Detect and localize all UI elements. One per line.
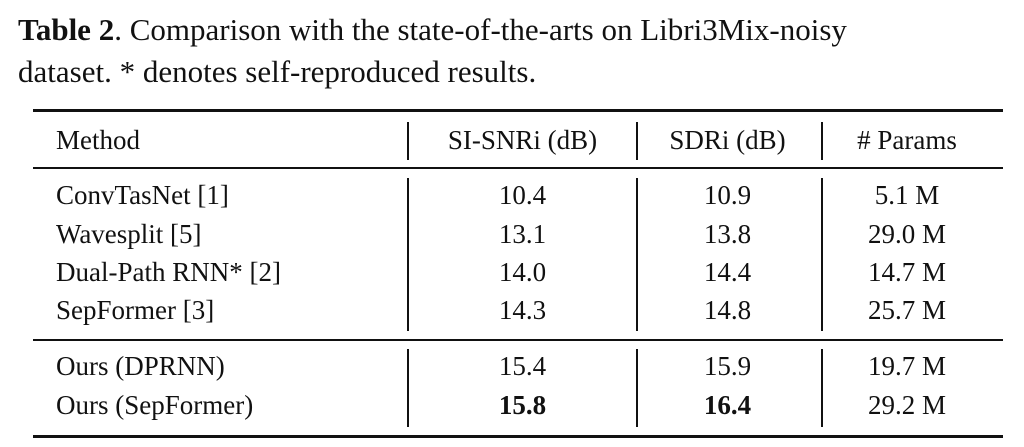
table-row: ConvTasNet [1] 10.4 10.9 5.1 M <box>0 176 1024 214</box>
header-method: Method <box>56 125 140 155</box>
column-divider <box>821 349 823 427</box>
params-cell: 29.2 M <box>867 390 946 420</box>
column-divider <box>407 122 409 160</box>
si-snri-cell: 14.0 <box>498 257 547 287</box>
caption-label: Table 2 <box>18 12 115 47</box>
method-cell: Dual-Path RNN* [2] <box>56 257 281 287</box>
params-cell: 25.7 M <box>867 295 946 325</box>
method-cell: Ours (SepFormer) <box>56 390 254 420</box>
header-si-snri: SI-SNRi (dB) <box>447 125 598 155</box>
sdri-cell: 14.4 <box>703 257 752 287</box>
params-cell: 14.7 M <box>867 257 946 287</box>
method-cell: ConvTasNet [1] <box>56 180 229 210</box>
method-cell: Wavesplit [5] <box>56 219 202 249</box>
params-cell: 19.7 M <box>867 351 946 381</box>
header-params: # Params <box>857 125 957 155</box>
params-cell: 5.1 M <box>874 180 940 210</box>
table-row: Wavesplit [5] 13.1 13.8 29.0 M <box>0 215 1024 253</box>
bottom-rule <box>33 435 1003 438</box>
table-row: Ours (DPRNN) 15.4 15.9 19.7 M <box>0 347 1024 385</box>
header-row: Method SI-SNRi (dB) SDRi (dB) # Params <box>0 121 1024 159</box>
params-cell: 29.0 M <box>867 219 946 249</box>
column-divider <box>636 178 638 331</box>
sdri-cell: 14.8 <box>703 295 752 325</box>
top-rule <box>33 109 1003 112</box>
column-divider <box>821 122 823 160</box>
header-sdri: SDRi (dB) <box>669 125 786 155</box>
table-row: SepFormer [3] 14.3 14.8 25.7 M <box>0 291 1024 329</box>
si-snri-cell: 15.4 <box>498 351 547 381</box>
sdri-cell: 15.9 <box>703 351 752 381</box>
si-snri-cell: 13.1 <box>498 219 547 249</box>
column-divider <box>407 349 409 427</box>
si-snri-cell: 15.8 <box>498 390 547 420</box>
caption-line-2: dataset. * denotes self-reproduced resul… <box>18 54 537 89</box>
column-divider <box>407 178 409 331</box>
sdri-cell: 10.9 <box>703 180 752 210</box>
column-divider <box>636 122 638 160</box>
caption-line-1: Table 2. Comparison with the state-of-th… <box>18 12 847 47</box>
sdri-cell: 13.8 <box>703 219 752 249</box>
column-divider <box>636 349 638 427</box>
sdri-cell: 16.4 <box>703 390 752 420</box>
method-cell: Ours (DPRNN) <box>56 351 225 381</box>
table-row: Ours (SepFormer) 15.8 16.4 29.2 M <box>0 386 1024 424</box>
si-snri-cell: 14.3 <box>498 295 547 325</box>
column-divider <box>821 178 823 331</box>
group-rule <box>33 339 1003 341</box>
method-cell: SepFormer [3] <box>56 295 215 325</box>
si-snri-cell: 10.4 <box>498 180 547 210</box>
header-rule <box>33 167 1003 169</box>
table-row: Dual-Path RNN* [2] 14.0 14.4 14.7 M <box>0 253 1024 291</box>
